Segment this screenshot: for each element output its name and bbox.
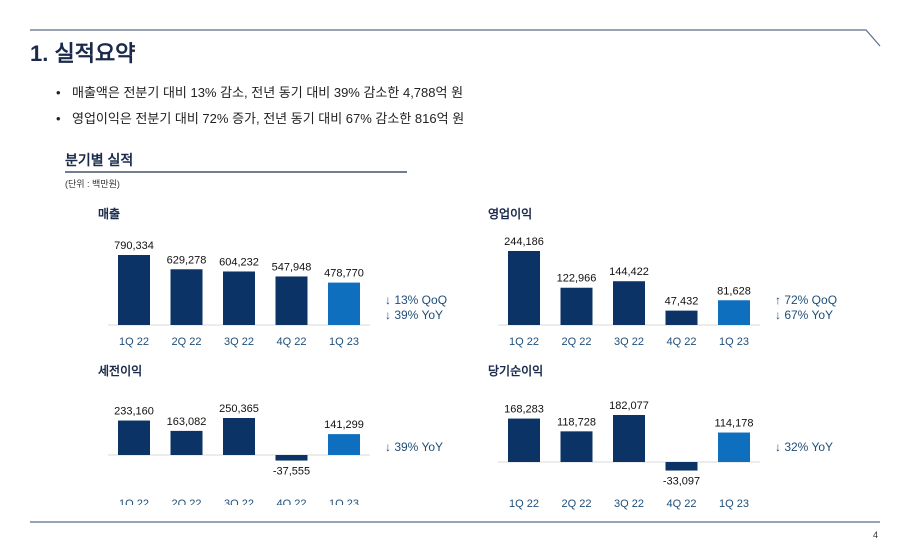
bar-chart: 790,334 1Q 22 629,278 2Q 22 604,232 3Q 22 547,… (108, 240, 370, 348)
change-note: ↓ 32% YoY (775, 440, 834, 454)
data-label: -37,555 (273, 466, 310, 478)
section-title: 분기별 실적 (65, 152, 134, 168)
category-label: 2Q 22 (172, 336, 202, 348)
data-label: 547,948 (272, 261, 312, 273)
data-label: 144,422 (609, 266, 649, 278)
category-label: 1Q 23 (329, 498, 359, 505)
bar (560, 431, 593, 462)
category-label: 1Q 22 (509, 498, 539, 510)
bar (118, 255, 150, 325)
category-label: 1Q 23 (719, 498, 749, 510)
data-label: 47,432 (665, 296, 699, 308)
data-label: 182,077 (609, 400, 649, 412)
data-label: 141,299 (324, 419, 364, 431)
category-label: 2Q 22 (562, 336, 592, 348)
bar (718, 300, 750, 325)
bar (170, 269, 203, 325)
change-note: ↓ 67% YoY (775, 308, 834, 322)
bar-chart: 244,186 1Q 22 122,966 2Q 22 144,422 3Q 22 47,4… (498, 236, 760, 348)
category-label: 3Q 22 (614, 336, 644, 348)
bar (665, 462, 698, 471)
data-label: 629,278 (167, 254, 207, 266)
data-label: 114,178 (715, 418, 754, 430)
data-label: 81,628 (717, 285, 751, 297)
unit-label: (단위 : 백만원) (65, 179, 120, 189)
data-label: 790,334 (114, 240, 154, 252)
category-label: 3Q 22 (224, 498, 254, 505)
bar (613, 415, 645, 462)
bar (223, 271, 255, 325)
data-label: 250,365 (219, 403, 259, 415)
category-label: 3Q 22 (224, 336, 254, 348)
category-label: 1Q 22 (119, 336, 149, 348)
data-label: -33,097 (663, 476, 700, 488)
change-note: ↓ 39% YoY (385, 440, 444, 454)
category-label: 1Q 22 (509, 336, 539, 348)
data-label: 118,728 (557, 416, 596, 428)
bar (328, 282, 360, 325)
chart-title: 당기순이익 (488, 364, 544, 378)
page-title: 1. 실적요약 (30, 41, 136, 66)
bar (665, 310, 698, 325)
change-note: ↓ 39% YoY (385, 308, 444, 322)
bar (328, 434, 360, 455)
bar-chart: 233,160 1Q 22 163,082 2Q 22 250,365 3Q 22 -37,… (108, 403, 370, 505)
category-label: 2Q 22 (562, 498, 592, 510)
data-label: 233,160 (114, 406, 154, 418)
category-label: 4Q 22 (667, 498, 697, 510)
bar (718, 432, 750, 462)
bar (118, 420, 150, 455)
category-label: 2Q 22 (172, 498, 202, 505)
page-number: 4 (872, 530, 878, 540)
change-note: ↓ 13% QoQ (385, 293, 448, 307)
data-label: 244,186 (504, 236, 544, 248)
data-label: 163,082 (167, 416, 207, 428)
bar (275, 455, 308, 461)
category-label: 4Q 22 (277, 498, 307, 505)
category-label: 4Q 22 (277, 336, 307, 348)
category-label: 3Q 22 (614, 498, 644, 510)
category-label: 1Q 23 (329, 336, 359, 348)
data-label: 478,770 (324, 268, 364, 280)
bar (508, 418, 540, 462)
bullet-text: 영업이익은 전분기 대비 72% 증가, 전년 동기 대비 67% 감소한 81… (72, 111, 465, 126)
bullet-revenue: • 매출액은 전분기 대비 13% 감소, 전년 동기 대비 39% 감소한 4,… (56, 85, 464, 100)
category-label: 4Q 22 (667, 336, 697, 348)
change-note: ↑ 72% QoQ (775, 293, 838, 307)
data-label: 122,966 (557, 273, 597, 285)
data-label: 168,283 (504, 404, 544, 416)
bar (170, 430, 203, 455)
bar (613, 281, 645, 325)
bullet-operating-profit: • 영업이익은 전분기 대비 72% 증가, 전년 동기 대비 67% 감소한 8… (56, 111, 465, 126)
bar (508, 251, 540, 325)
data-label: 604,232 (219, 256, 259, 268)
chart-title: 세전이익 (98, 364, 143, 378)
chart-title: 매출 (98, 207, 121, 221)
bullet-text: 매출액은 전분기 대비 13% 감소, 전년 동기 대비 39% 감소한 4,7… (72, 85, 464, 100)
category-label: 1Q 22 (119, 498, 149, 505)
category-label: 1Q 23 (719, 336, 749, 348)
bar (275, 276, 308, 325)
bar (560, 287, 593, 325)
bar (223, 418, 255, 455)
bar-chart: 168,283 1Q 22 118,728 2Q 22 182,077 3Q 22 -33,… (498, 400, 760, 510)
chart-title: 영업이익 (488, 207, 533, 221)
